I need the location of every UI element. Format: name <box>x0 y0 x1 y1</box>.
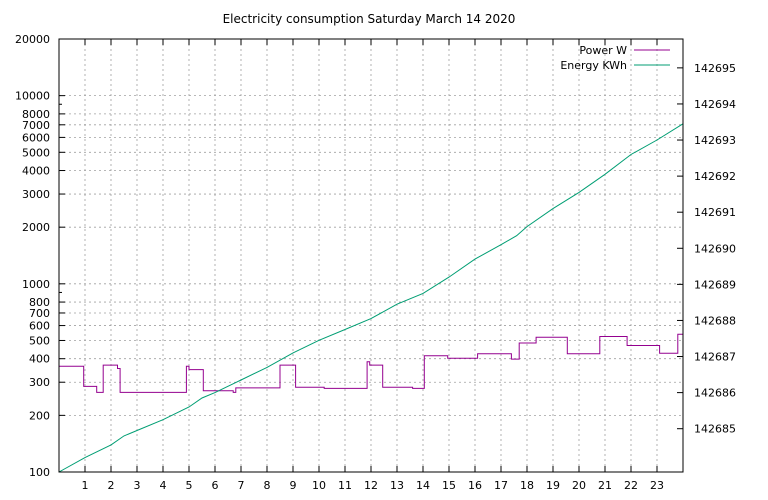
y-tick-label: 100 <box>29 466 50 479</box>
series-layer <box>58 123 684 473</box>
axis-layer: 1 2 3 4 5 6 7 8 9 10 11 12 13 14 15 16 17 18 19 20 21 22 23100… <box>15 33 736 492</box>
y2-tick-label: 142691 <box>694 206 736 219</box>
y-tick-label: 4000 <box>22 165 50 178</box>
y2-tick-label: 142692 <box>694 170 736 183</box>
grid-layer <box>59 38 683 473</box>
y-tick-label: 300 <box>29 376 50 389</box>
x-tick-label: 10 <box>312 479 326 492</box>
x-tick-label: 15 <box>442 479 456 492</box>
legend: Power W Energy KWh <box>560 44 670 72</box>
y2-tick-label: 142685 <box>694 423 736 436</box>
x-tick-label: 4 <box>160 479 167 492</box>
y-tick-label: 1000 <box>22 278 50 291</box>
x-tick-label: 18 <box>520 479 534 492</box>
x-tick-label: 13 <box>390 479 404 492</box>
energy-kwh-line <box>58 123 684 473</box>
x-tick-label: 6 <box>212 479 219 492</box>
y-tick-label: 700 <box>29 307 50 320</box>
x-tick-label: 2 <box>108 479 115 492</box>
y2-tick-label: 142686 <box>694 387 736 400</box>
y2-tick-label: 142689 <box>694 278 736 291</box>
y2-tick-label: 142695 <box>694 62 736 75</box>
y-tick-label: 600 <box>29 320 50 333</box>
x-tick-label: 12 <box>364 479 378 492</box>
x-tick-label: 7 <box>238 479 245 492</box>
y-tick-label: 10000 <box>15 90 50 103</box>
x-tick-label: 11 <box>338 479 352 492</box>
legend-label: Power W <box>579 44 627 57</box>
y2-tick-label: 142687 <box>694 351 736 364</box>
y-tick-label: 8000 <box>22 108 50 121</box>
x-tick-label: 3 <box>134 479 141 492</box>
x-tick-label: 21 <box>598 479 612 492</box>
x-tick-label: 14 <box>416 479 430 492</box>
y-tick-label: 400 <box>29 353 50 366</box>
y2-tick-label: 142690 <box>694 242 736 255</box>
x-tick-label: 20 <box>572 479 586 492</box>
x-tick-label: 1 <box>82 479 89 492</box>
x-tick-label: 19 <box>546 479 560 492</box>
x-tick-label: 22 <box>624 479 638 492</box>
y-tick-label: 200 <box>29 409 50 422</box>
y-tick-label: 500 <box>29 334 50 347</box>
legend-label: Energy KWh <box>560 59 627 72</box>
x-tick-label: 9 <box>290 479 297 492</box>
plot-frame <box>58 38 684 473</box>
y-tick-label: 20000 <box>15 33 50 46</box>
x-tick-label: 8 <box>264 479 271 492</box>
y-tick-label: 6000 <box>22 131 50 144</box>
y2-tick-label: 142694 <box>694 98 736 111</box>
x-tick-label: 16 <box>468 479 482 492</box>
x-tick-label: 17 <box>494 479 508 492</box>
y2-tick-label: 142693 <box>694 134 736 147</box>
y-tick-label: 800 <box>29 296 50 309</box>
power-w-line <box>59 333 683 393</box>
x-tick-label: 5 <box>186 479 193 492</box>
chart-title: Electricity consumption Saturday March 1… <box>223 12 516 26</box>
x-tick-label: 23 <box>650 479 664 492</box>
y2-tick-label: 142688 <box>694 314 736 327</box>
y-tick-label: 7000 <box>22 119 50 132</box>
y-tick-label: 3000 <box>22 188 50 201</box>
y-tick-label: 5000 <box>22 146 50 159</box>
y-tick-label: 2000 <box>22 221 50 234</box>
